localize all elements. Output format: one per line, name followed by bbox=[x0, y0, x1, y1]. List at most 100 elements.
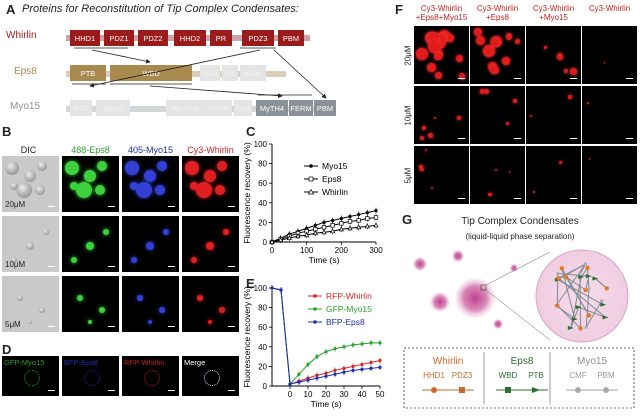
domain-ferm: FERM bbox=[289, 100, 313, 116]
panel-b-label: B bbox=[2, 124, 12, 139]
droplet-ring bbox=[144, 370, 160, 386]
legend-item-label: PBM bbox=[597, 371, 615, 380]
scale-bar bbox=[570, 197, 577, 199]
eps8-node bbox=[571, 317, 578, 322]
micrograph-f bbox=[582, 26, 637, 84]
droplet bbox=[488, 192, 492, 197]
droplet bbox=[16, 182, 32, 198]
eps8-node bbox=[575, 305, 582, 310]
legend-item-label: PTB bbox=[528, 371, 544, 380]
eps8-node bbox=[592, 276, 599, 281]
panel-a-label: A bbox=[6, 2, 16, 17]
micrograph-b bbox=[62, 216, 119, 272]
chart-c-frap: 0 20 40 60 80 100 0 100 200 300 Time (s) Fluorescen… bbox=[244, 140, 383, 265]
protein-name-whirlin: Whirlin bbox=[6, 30, 37, 41]
droplet bbox=[17, 295, 23, 301]
droplet bbox=[11, 257, 17, 263]
b-channel-dic: DIC bbox=[20, 145, 37, 155]
data-point bbox=[269, 239, 275, 244]
domain-pdz1: PDZ1 bbox=[104, 30, 134, 46]
d-channel-label: RFP-Whirlin bbox=[124, 358, 165, 367]
droplet bbox=[508, 170, 511, 173]
y-axis-label: Fluorescence recovery (%) bbox=[244, 142, 252, 244]
micrograph-f bbox=[582, 146, 637, 204]
y-tick-label: 40 bbox=[258, 343, 267, 352]
droplet bbox=[502, 57, 510, 65]
micrograph-d: Merge bbox=[182, 356, 239, 396]
whirlin-node bbox=[563, 274, 569, 280]
zoom-line bbox=[485, 251, 551, 286]
f-row-label: 5μM bbox=[403, 167, 413, 184]
legend-label: GFP-Myo15 bbox=[326, 304, 372, 314]
scale-bar bbox=[48, 265, 55, 267]
x-tick-label: 40 bbox=[358, 390, 367, 399]
data-point bbox=[356, 224, 362, 230]
droplet bbox=[10, 182, 18, 190]
myo15-node bbox=[556, 271, 560, 276]
myo15-node bbox=[584, 325, 588, 329]
data-point bbox=[339, 221, 344, 226]
y-axis-label: Fluorescence recovery (%) bbox=[244, 286, 252, 388]
droplet bbox=[490, 66, 499, 75]
data-point bbox=[286, 235, 292, 241]
droplet bbox=[206, 242, 214, 250]
micrograph-f bbox=[470, 86, 525, 144]
x-tick-label: 20 bbox=[322, 390, 331, 399]
droplet bbox=[28, 320, 32, 324]
scale-bar bbox=[228, 325, 235, 327]
data-point bbox=[364, 223, 370, 229]
scale-bar bbox=[514, 77, 521, 79]
droplet bbox=[191, 257, 197, 263]
droplet bbox=[458, 73, 466, 80]
micrograph-f bbox=[414, 86, 469, 144]
droplet-ring bbox=[204, 370, 220, 386]
micrograph-f bbox=[526, 26, 581, 84]
data-point bbox=[351, 364, 355, 368]
data-point bbox=[279, 288, 283, 292]
domain-hhd1: HHD1 bbox=[70, 30, 100, 46]
panel-f-label: F bbox=[395, 2, 403, 17]
panel-g-subtitle: (liquid-liquid phase separation) bbox=[465, 232, 575, 241]
legend-icon bbox=[532, 387, 540, 393]
droplet bbox=[76, 182, 92, 198]
droplet bbox=[197, 295, 203, 301]
legend-marker bbox=[309, 164, 313, 168]
micrograph-f bbox=[526, 146, 581, 204]
panel-c-label: C bbox=[246, 124, 256, 139]
droplet bbox=[148, 320, 152, 324]
whirlin-node bbox=[586, 313, 592, 318]
droplet bbox=[37, 161, 47, 171]
micrograph-b bbox=[122, 216, 179, 272]
whirlin-node bbox=[556, 275, 561, 281]
data-point bbox=[347, 219, 353, 224]
network-link bbox=[565, 276, 586, 291]
network-link bbox=[557, 279, 604, 306]
y-tick-label: 20 bbox=[258, 362, 267, 371]
droplet bbox=[70, 182, 78, 190]
scale-bar bbox=[570, 77, 577, 79]
y-tick-label: 60 bbox=[258, 323, 267, 332]
droplet bbox=[563, 69, 569, 74]
myo15-node bbox=[600, 299, 604, 303]
y-tick-label: 60 bbox=[258, 179, 267, 188]
droplet bbox=[208, 320, 212, 324]
droplet bbox=[97, 161, 107, 171]
micrograph-b: 5μM bbox=[2, 276, 59, 332]
droplet bbox=[474, 28, 483, 37]
legend-box bbox=[403, 347, 635, 409]
d-channel-label: BFP-Eps8 bbox=[64, 358, 99, 367]
droplet bbox=[223, 229, 229, 235]
x-axis-label: Time (s) bbox=[309, 255, 340, 265]
network-link bbox=[585, 288, 590, 328]
droplet bbox=[84, 170, 96, 182]
d-channel-label: GFP-Myo15 bbox=[4, 358, 45, 367]
domain-pdz2: PDZ2 bbox=[138, 30, 168, 46]
network-link bbox=[556, 305, 581, 329]
domain-ptb: PTB bbox=[70, 65, 106, 81]
droplet bbox=[483, 45, 496, 57]
data-point bbox=[333, 368, 337, 372]
eps8-node bbox=[600, 302, 607, 307]
data-point bbox=[378, 365, 382, 369]
legend-item-label: WBD bbox=[499, 371, 518, 380]
legend-item-label: HHD1 bbox=[423, 371, 445, 380]
